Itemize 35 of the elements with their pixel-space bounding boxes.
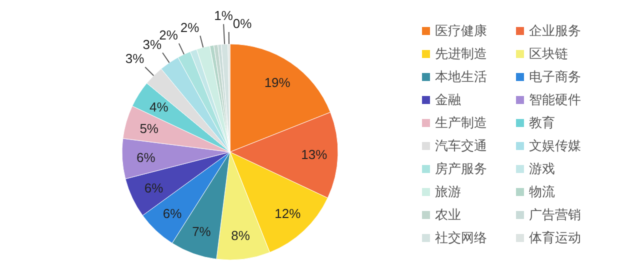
legend-label: 广告营销	[529, 206, 581, 224]
data-label: 3%	[125, 51, 145, 66]
legend-label: 本地生活	[435, 68, 487, 86]
data-label: 6%	[136, 150, 156, 165]
legend-label: 生产制造	[435, 114, 487, 132]
legend-label: 企业服务	[529, 22, 581, 40]
data-label: 2%	[180, 20, 200, 35]
legend-label: 文娱传媒	[529, 138, 581, 154]
legend-label: 汽车交通	[435, 138, 487, 154]
legend-label: 体育运动	[529, 230, 581, 246]
legend-label: 社交网络	[435, 230, 487, 246]
data-label: 4%	[149, 99, 169, 114]
data-label: 12%	[274, 206, 302, 221]
legend-label: 金融	[435, 92, 461, 108]
legend-label: 游戏	[529, 160, 555, 178]
data-label: 1%	[214, 8, 234, 24]
data-label: 6%	[162, 206, 182, 221]
data-label: 7%	[192, 224, 212, 239]
data-label: 6%	[144, 180, 164, 196]
data-label: 5%	[140, 121, 159, 136]
legend-label: 先进制造	[435, 46, 487, 62]
data-label: 2%	[159, 27, 178, 42]
data-label: 19%	[264, 74, 291, 90]
legend-label: 医疗健康	[435, 22, 487, 40]
data-label: 0%	[232, 16, 252, 32]
data-label: 13%	[301, 147, 328, 162]
legend-label: 物流	[529, 184, 555, 200]
legend-label: 电子商务	[529, 68, 581, 86]
legend-label: 房产服务	[435, 160, 487, 178]
legend-label: 区块链	[529, 46, 568, 62]
legend-label: 智能硬件	[529, 92, 581, 108]
legend-label: 农业	[435, 206, 461, 224]
legend-label: 旅游	[435, 184, 461, 200]
legend-label: 教育	[529, 114, 555, 132]
data-label: 8%	[231, 228, 250, 244]
